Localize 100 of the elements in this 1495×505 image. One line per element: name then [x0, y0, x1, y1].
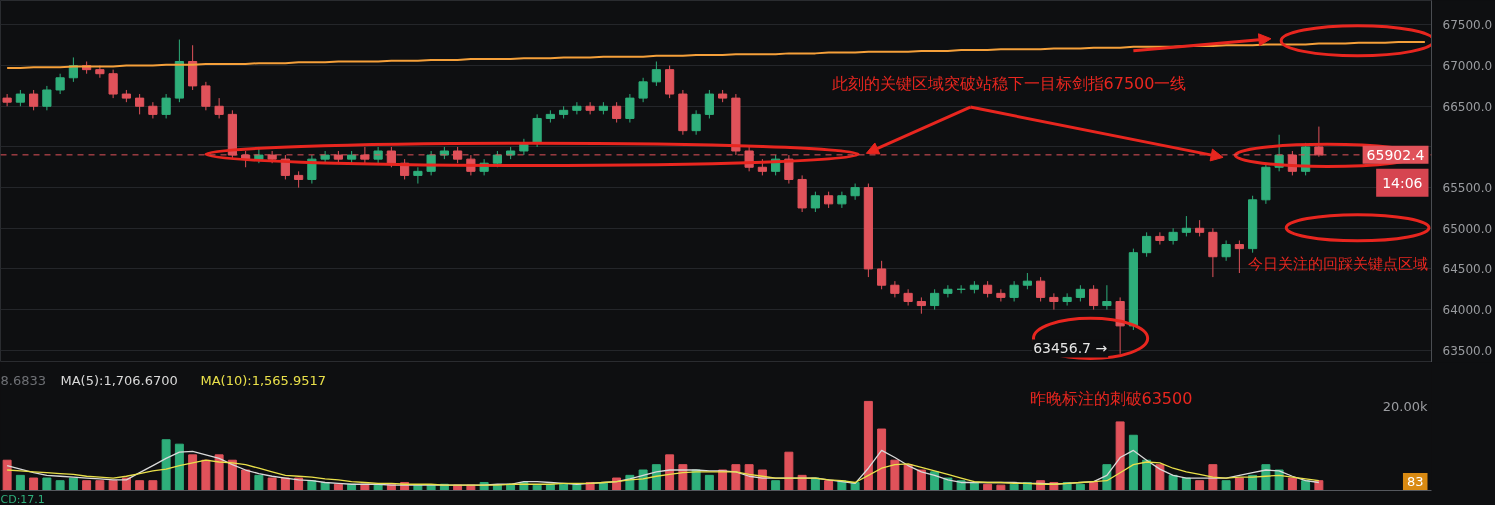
bar — [890, 459, 900, 491]
bar — [55, 480, 65, 491]
annotation: 今日关注的回踩关键点区域 — [1247, 254, 1428, 273]
bar — [916, 469, 926, 491]
bar — [996, 484, 1006, 491]
candlestick — [1036, 276, 1046, 302]
bar — [1128, 434, 1138, 491]
y-tick-label: 67000.0 — [1442, 59, 1493, 74]
candlestick — [572, 101, 582, 115]
text: CD:17.1 — [0, 492, 45, 505]
candlestick — [810, 191, 820, 213]
bar — [254, 474, 264, 491]
candlestick — [55, 73, 65, 95]
candlestick — [704, 89, 714, 119]
annotation: 83 — [1406, 474, 1424, 490]
candlestick — [1234, 239, 1244, 274]
bar — [95, 480, 105, 491]
candlestick — [214, 97, 224, 119]
candlestick — [413, 166, 423, 185]
y-tick-label: 64000.0 — [1442, 303, 1493, 318]
bar — [784, 451, 794, 491]
bar — [201, 459, 211, 491]
bar — [1314, 480, 1324, 491]
bar — [82, 480, 92, 491]
candlestick — [42, 85, 52, 111]
bar — [121, 477, 131, 491]
candlestick — [1142, 231, 1152, 258]
bar — [1168, 474, 1178, 491]
candlestick — [930, 288, 940, 311]
candlestick — [1221, 239, 1231, 262]
candlestick — [903, 288, 913, 307]
bar — [2, 459, 12, 491]
text: 8.6833 — [0, 372, 46, 388]
y-tick-label: 67500.0 — [1442, 18, 1493, 33]
candlestick — [29, 89, 39, 111]
annotation: 63456.7 → — [1033, 340, 1108, 357]
candlestick — [1062, 292, 1072, 307]
y-tick-label: 66500.0 — [1442, 99, 1493, 114]
candlestick — [996, 288, 1006, 302]
bar — [214, 454, 224, 491]
bar — [771, 480, 781, 491]
candlestick — [1089, 284, 1099, 311]
y-tick-label: 65000.0 — [1442, 221, 1493, 236]
bar — [333, 483, 343, 491]
bar — [280, 477, 290, 491]
text: MA(10):1,565.9517 — [200, 372, 327, 388]
candlestick — [1049, 292, 1059, 311]
candlestick — [651, 61, 661, 87]
bar — [135, 480, 145, 491]
bar — [863, 400, 873, 491]
bar — [227, 459, 237, 491]
bar — [1155, 464, 1165, 491]
bar — [1195, 480, 1205, 491]
candlestick — [201, 81, 211, 111]
bar — [704, 474, 714, 491]
candlestick — [2, 93, 12, 107]
bar — [903, 464, 913, 491]
bar — [108, 480, 118, 491]
bar — [42, 477, 52, 491]
annotation: 14:06 — [1382, 174, 1423, 191]
y-tick-label: 65500.0 — [1442, 181, 1493, 196]
bar — [983, 483, 993, 491]
y-tick-label: 63500.0 — [1442, 343, 1493, 358]
annotation: 此刻的关键区域突破站稳下一目标剑指67500一线 — [831, 74, 1187, 94]
text: MA(5):1,706.6700 — [60, 372, 178, 388]
bar — [612, 477, 622, 491]
bar — [188, 454, 198, 491]
candlestick — [691, 109, 701, 136]
candlestick — [1181, 215, 1191, 237]
candlestick — [877, 260, 887, 290]
bar — [29, 477, 39, 491]
candlestick — [135, 93, 145, 115]
candlestick — [108, 69, 118, 99]
candlestick — [1168, 227, 1178, 246]
candlestick — [1102, 284, 1112, 311]
bar — [1221, 480, 1231, 491]
bar — [1142, 459, 1152, 491]
bar — [877, 428, 887, 491]
bar — [1234, 477, 1244, 491]
bar — [665, 454, 675, 491]
bar — [559, 483, 569, 491]
candlestick — [95, 65, 105, 79]
bar — [718, 469, 728, 491]
bar — [824, 480, 834, 491]
bar — [267, 477, 277, 491]
bar — [1089, 481, 1099, 491]
bar — [930, 471, 940, 491]
candlestick — [625, 93, 635, 124]
bar — [1115, 421, 1125, 491]
bar — [307, 480, 317, 491]
annotation: 昨晚标注的刺破63500 — [1029, 388, 1193, 408]
bar — [1075, 483, 1085, 491]
bar — [651, 464, 661, 491]
candlestick — [585, 101, 595, 115]
annotation: 20.00k — [1382, 398, 1428, 414]
candlestick — [1155, 231, 1165, 246]
bar — [1009, 483, 1019, 491]
ref-line-label: 65902.4 — [1366, 146, 1425, 163]
bar — [174, 443, 184, 491]
bar — [731, 464, 741, 491]
